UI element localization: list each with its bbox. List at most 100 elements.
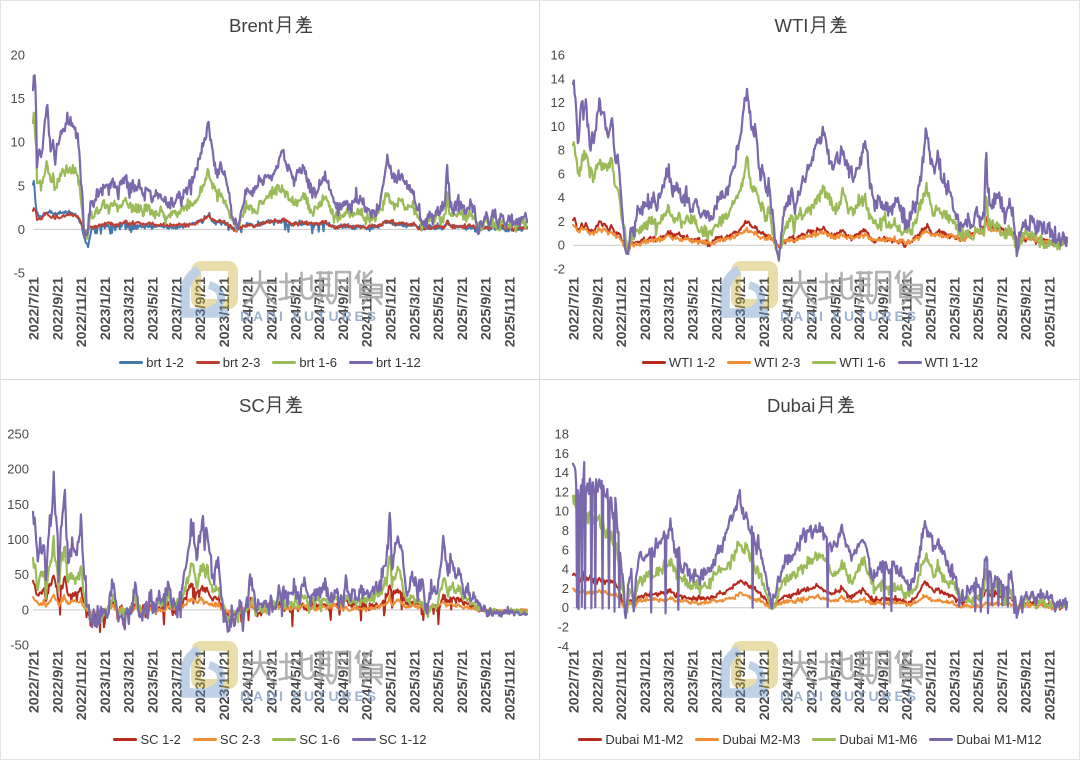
svg-text:6: 6 — [562, 542, 569, 557]
svg-text:2023/3/21: 2023/3/21 — [662, 650, 678, 713]
svg-text:0: 0 — [22, 602, 29, 617]
svg-text:2022/9/21: 2022/9/21 — [590, 650, 606, 713]
svg-text:2025/3/21: 2025/3/21 — [947, 277, 963, 340]
svg-text:2022/9/21: 2022/9/21 — [590, 277, 606, 340]
svg-text:2025/1/21: 2025/1/21 — [384, 650, 400, 713]
svg-text:2023/5/21: 2023/5/21 — [686, 277, 702, 340]
svg-text:8: 8 — [558, 143, 565, 158]
svg-text:2024/11/21: 2024/11/21 — [360, 277, 376, 347]
svg-text:2025/1/21: 2025/1/21 — [384, 277, 400, 340]
svg-text:10: 10 — [11, 135, 25, 150]
svg-text:4: 4 — [562, 562, 569, 577]
svg-text:2022/11/21: 2022/11/21 — [614, 650, 630, 720]
svg-text:2025/7/21: 2025/7/21 — [455, 650, 471, 713]
svg-text:2025/1/21: 2025/1/21 — [924, 277, 940, 340]
svg-text:2023/9/21: 2023/9/21 — [733, 650, 749, 713]
svg-text:2025/9/21: 2025/9/21 — [1019, 650, 1035, 713]
svg-text:2022/7/21: 2022/7/21 — [27, 277, 43, 340]
svg-text:2025/5/21: 2025/5/21 — [431, 277, 447, 340]
svg-text:2024/3/21: 2024/3/21 — [265, 277, 281, 340]
svg-text:Dubai: Dubai — [767, 395, 815, 416]
svg-text:2023/5/21: 2023/5/21 — [686, 650, 702, 713]
svg-text:2023/7/21: 2023/7/21 — [169, 277, 185, 340]
svg-text:2023/9/21: 2023/9/21 — [193, 650, 209, 713]
svg-text:-4: -4 — [557, 639, 569, 654]
svg-text:6: 6 — [558, 166, 565, 181]
svg-text:2022/11/21: 2022/11/21 — [74, 650, 90, 720]
svg-text:2025/7/21: 2025/7/21 — [995, 277, 1011, 340]
svg-text:150: 150 — [7, 497, 29, 512]
svg-text:DADI FUTURES: DADI FUTURES — [780, 688, 919, 704]
svg-text:2025/9/21: 2025/9/21 — [1019, 277, 1035, 340]
svg-text:-5: -5 — [13, 266, 25, 281]
svg-text:2: 2 — [562, 581, 569, 596]
svg-text:2025/3/21: 2025/3/21 — [407, 650, 423, 713]
svg-text:DADI FUTURES: DADI FUTURES — [240, 308, 379, 324]
svg-text:2025/11/21: 2025/11/21 — [503, 277, 519, 347]
svg-text:2025/11/21: 2025/11/21 — [503, 650, 519, 720]
svg-text:2024/9/21: 2024/9/21 — [336, 277, 352, 340]
svg-text:2025/3/21: 2025/3/21 — [947, 650, 963, 713]
svg-text:14: 14 — [555, 465, 569, 480]
svg-text:12: 12 — [551, 95, 565, 110]
svg-text:2023/3/21: 2023/3/21 — [662, 277, 678, 340]
svg-text:2023/5/21: 2023/5/21 — [146, 650, 162, 713]
svg-text:2023/7/21: 2023/7/21 — [169, 650, 185, 713]
svg-text:DADI FUTURES: DADI FUTURES — [240, 688, 379, 704]
svg-text:2025/11/21: 2025/11/21 — [1043, 277, 1059, 347]
svg-text:2025/1/21: 2025/1/21 — [924, 650, 940, 713]
svg-text:2024/5/21: 2024/5/21 — [828, 277, 844, 340]
svg-text:SC: SC — [239, 395, 265, 416]
svg-text:200: 200 — [7, 462, 29, 477]
svg-text:2025/11/21: 2025/11/21 — [1043, 650, 1059, 720]
svg-text:2023/9/21: 2023/9/21 — [193, 277, 209, 340]
svg-text:2023/11/21: 2023/11/21 — [217, 277, 233, 347]
svg-text:16: 16 — [551, 48, 565, 63]
svg-text:2025/5/21: 2025/5/21 — [971, 650, 987, 713]
svg-text:2024/11/21: 2024/11/21 — [360, 650, 376, 720]
svg-text:2025/7/21: 2025/7/21 — [455, 277, 471, 340]
svg-text:5: 5 — [18, 178, 25, 193]
svg-text:2023/9/21: 2023/9/21 — [733, 277, 749, 340]
svg-text:2025/9/21: 2025/9/21 — [479, 650, 495, 713]
svg-text:2023/7/21: 2023/7/21 — [709, 650, 725, 713]
svg-text:2024/9/21: 2024/9/21 — [876, 277, 892, 340]
svg-text:2024/11/21: 2024/11/21 — [900, 650, 916, 720]
svg-text:14: 14 — [551, 71, 565, 86]
svg-text:2024/7/21: 2024/7/21 — [852, 277, 868, 340]
svg-text:250: 250 — [7, 427, 29, 442]
svg-text:2023/11/21: 2023/11/21 — [757, 277, 773, 347]
svg-text:2023/1/21: 2023/1/21 — [98, 650, 114, 713]
svg-text:2022/11/21: 2022/11/21 — [74, 277, 90, 347]
svg-text:12: 12 — [555, 484, 569, 499]
svg-text:2024/1/21: 2024/1/21 — [781, 277, 797, 340]
svg-text:0: 0 — [562, 600, 569, 615]
svg-text:2024/1/21: 2024/1/21 — [241, 277, 257, 340]
svg-text:2025/3/21: 2025/3/21 — [407, 277, 423, 340]
svg-text:2023/3/21: 2023/3/21 — [122, 650, 138, 713]
svg-text:20: 20 — [11, 48, 25, 63]
svg-text:15: 15 — [11, 91, 25, 106]
svg-text:8: 8 — [562, 523, 569, 538]
svg-text:2025/9/21: 2025/9/21 — [479, 277, 495, 340]
svg-text:2025/7/21: 2025/7/21 — [995, 650, 1011, 713]
svg-text:2023/3/21: 2023/3/21 — [122, 277, 138, 340]
svg-text:2024/3/21: 2024/3/21 — [805, 277, 821, 340]
svg-text:2022/9/21: 2022/9/21 — [50, 277, 66, 340]
svg-text:-2: -2 — [557, 620, 569, 635]
svg-text:2022/7/21: 2022/7/21 — [567, 277, 583, 340]
svg-text:Brent: Brent — [229, 15, 273, 36]
svg-text:2023/11/21: 2023/11/21 — [217, 650, 233, 720]
svg-text:2023/1/21: 2023/1/21 — [638, 277, 654, 340]
svg-text:2025/5/21: 2025/5/21 — [431, 650, 447, 713]
svg-text:2023/11/21: 2023/11/21 — [757, 650, 773, 720]
svg-text:10: 10 — [551, 119, 565, 134]
svg-text:0: 0 — [18, 222, 25, 237]
svg-text:2022/11/21: 2022/11/21 — [614, 277, 630, 347]
svg-text:50: 50 — [15, 567, 29, 582]
svg-text:2022/9/21: 2022/9/21 — [50, 650, 66, 713]
svg-text:16: 16 — [555, 446, 569, 461]
svg-text:DADI FUTURES: DADI FUTURES — [780, 308, 919, 324]
svg-text:2024/9/21: 2024/9/21 — [876, 650, 892, 713]
svg-text:2: 2 — [558, 214, 565, 229]
